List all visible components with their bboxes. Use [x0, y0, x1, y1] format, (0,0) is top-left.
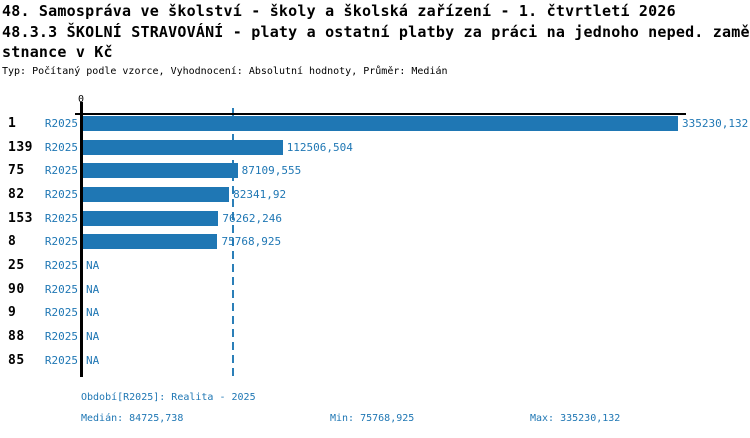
row-value-label: NA: [86, 330, 100, 344]
row-series-label: R2025: [44, 330, 78, 344]
row-bar-area: 112506,504: [83, 135, 353, 159]
row-series-label: R2025: [44, 235, 78, 249]
median-stat: Medián: 84725,738: [81, 413, 184, 424]
row-value-label: 75768,925: [221, 235, 282, 249]
max-stat: Max: 335230,132: [530, 413, 621, 424]
row-bar-area: 82341,92: [83, 183, 286, 207]
min-stat: Min: 75768,925: [330, 413, 415, 424]
row-bar-area: NA: [83, 277, 99, 301]
row-category-label: 153: [8, 210, 33, 226]
row-category-label: 90: [8, 281, 25, 297]
row-series-label: R2025: [44, 259, 78, 273]
row-bar-area: 87109,555: [83, 159, 301, 183]
period-label: Období[R2025]: Realita - 2025: [81, 392, 256, 403]
chart-row: 139 R2025 112506,504: [0, 135, 750, 159]
row-bar-area: NA: [83, 301, 99, 325]
report-title-line2: 48.3.3 ŠKOLNÍ STRAVOVÁNÍ - platy a ostat…: [2, 22, 750, 41]
row-bar-area: NA: [83, 325, 99, 349]
row-category-label: 8: [8, 234, 17, 250]
row-value-label: 112506,504: [286, 140, 353, 154]
chart-row: 8 R2025 75768,925: [0, 230, 750, 254]
bar: [83, 186, 230, 202]
row-category-label: 85: [8, 352, 25, 368]
row-value-label: 76262,246: [222, 211, 282, 225]
chart-row: 1 R2025 335230,132: [0, 112, 750, 136]
chart-row: 153 R2025 76262,246: [0, 206, 750, 230]
row-value-label: NA: [86, 353, 100, 367]
axis-zero-label: 0: [77, 94, 85, 105]
chart-row: 82 R2025 82341,92: [0, 183, 750, 207]
row-bar-area: 75768,925: [83, 230, 281, 254]
row-value-label: 82341,92: [233, 187, 287, 201]
report-title-line1: 48. Samospráva ve školství - školy a ško…: [2, 2, 676, 20]
chart-row: 85 R2025 NA: [0, 349, 750, 373]
row-bar-area: 76262,246: [83, 206, 282, 230]
chart-row: 75 R2025 87109,555: [0, 159, 750, 183]
row-series-label: R2025: [44, 164, 78, 178]
bar: [83, 163, 238, 179]
row-series-label: R2025: [44, 116, 78, 130]
row-series-label: R2025: [44, 353, 78, 367]
row-bar-area: NA: [83, 349, 99, 373]
chart-row: 88 R2025 NA: [0, 325, 750, 349]
row-bar-area: NA: [83, 254, 99, 278]
bar: [83, 139, 283, 155]
row-category-label: 75: [8, 163, 25, 179]
row-category-label: 82: [8, 186, 25, 202]
row-series-label: R2025: [44, 140, 78, 154]
chart-row: 25 R2025 NA: [0, 254, 750, 278]
report-title: 48. Samospráva ve školství - školy a ško…: [2, 1, 750, 63]
row-series-label: R2025: [44, 306, 78, 320]
row-value-label: 87109,555: [241, 164, 302, 178]
row-value-label: 335230,132: [682, 116, 749, 130]
row-category-label: 1: [8, 115, 17, 131]
report-meta: Typ: Počítaný podle vzorce, Vyhodnocení:…: [2, 66, 448, 77]
bar: [83, 234, 218, 250]
bar: [83, 210, 219, 226]
row-value-label: NA: [86, 259, 100, 273]
axis-vertical-line: [80, 102, 83, 377]
axis-top-line: [75, 113, 686, 115]
row-category-label: 88: [8, 329, 25, 345]
row-value-label: NA: [86, 306, 100, 320]
report-title-line3: stnance v Kč: [2, 43, 113, 61]
row-bar-area: 335230,132: [83, 112, 748, 136]
chart-row: 9 R2025 NA: [0, 301, 750, 325]
row-value-label: NA: [86, 282, 100, 296]
row-category-label: 139: [8, 139, 33, 155]
median-line: [232, 108, 235, 378]
row-category-label: 25: [8, 258, 25, 274]
bar: [83, 115, 678, 131]
row-series-label: R2025: [44, 187, 78, 201]
row-category-label: 9: [8, 305, 17, 321]
row-series-label: R2025: [44, 211, 78, 225]
row-series-label: R2025: [44, 282, 78, 296]
chart-row: 90 R2025 NA: [0, 277, 750, 301]
